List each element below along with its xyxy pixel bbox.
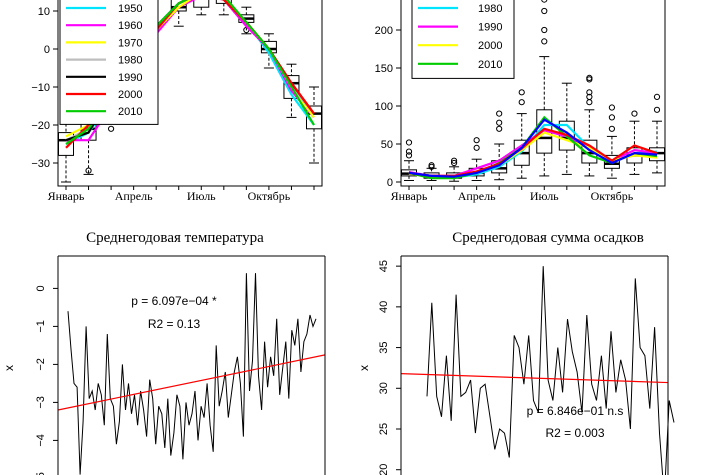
x-tick-label: Июль [187,189,216,203]
x-tick-label: Июль [530,189,559,203]
annual-temperature-pvalue: p = 6.097e−04 * [131,294,217,308]
legend-box [59,0,159,125]
annual-precipitation-title: Среднегодовая сумма осадков [452,230,644,246]
legend-label-1980: 1980 [118,55,142,67]
y-tick-label: −30 [31,158,50,170]
y-tick-label: 30 [378,382,390,394]
series-line [67,273,317,475]
annual-temperature-ylabel: x [2,365,16,371]
y-tick-label: 150 [375,63,393,75]
legend-label-1990: 1990 [118,72,142,84]
outlier-point [586,89,593,96]
annual-precipitation-pvalue: p = 6.846e−01 n.s [527,404,624,418]
y-tick-label: −10 [31,82,50,94]
monthly-temperature-panel: 1950 1960 1970 1980 1990 2000 2010 −30 −20 −10 0 1… [31,0,323,203]
outlier-point [541,0,548,3]
y-tick-label: 0 [44,44,50,56]
box [215,0,232,4]
series-line-blue [408,118,658,178]
legend-label-1950: 1950 [118,3,142,15]
series-line [426,266,675,475]
series-line-1990 [408,129,658,177]
series-line-red [408,127,658,177]
annual-temperature-r2: R2 = 0.13 [148,317,201,331]
legend-label-2000: 2000 [118,89,142,101]
plot-frame [400,0,666,187]
outlier-point [518,89,525,96]
outlier-point [473,137,480,144]
box [603,154,620,169]
outlier-point [586,93,593,100]
outlier-point [608,104,616,111]
x-tick-label: Апрель [115,189,153,203]
legend-label-1960: 1960 [118,20,142,32]
box [283,75,300,99]
legend-box [411,0,515,79]
annual-temperature-title: Среднегодовая температура [86,230,264,246]
x-tick-label: Январь [48,189,85,203]
annual-precipitation-panel: Среднегодовая сумма осадков x p = 6.846e… [357,230,675,475]
legend-label-2000: 2000 [478,40,502,52]
x-tick-label: Октябрь [248,189,291,203]
y-tick-label: 0 [387,177,393,189]
y-tick-label: 200 [375,25,393,37]
y-tick-label: −3 [35,396,47,409]
legend-label-1970: 1970 [118,37,142,49]
outlier-point [518,99,525,106]
legend-label-1980: 1980 [478,3,502,15]
outlier-point [586,99,593,106]
box [193,0,210,8]
y-tick-label: 20 [378,464,390,475]
outlier-point [586,74,593,81]
outlier-point [450,157,458,164]
annual-precipitation-r2: R2 = 0.003 [545,426,604,440]
outlier-point [450,159,458,167]
outlier-point [631,110,638,117]
outlier-point [541,7,548,15]
y-tick-label: 35 [378,341,390,353]
trend-line [400,373,669,384]
y-tick-label: −20 [31,120,50,132]
outlier-point [608,125,616,132]
outlier-point [405,152,413,159]
annual-temperature-panel: Среднегодовая температура x p = 6.097e−0… [2,230,326,475]
series-line-2010 [408,115,658,180]
y-tick-label: 10 [38,6,50,18]
y-tick-label: 45 [378,260,390,272]
outlier-point [85,167,92,174]
outlier-point [541,26,548,34]
trend-line [57,354,326,411]
y-tick-label: 40 [378,301,390,313]
y-tick-label: 25 [378,423,390,435]
outlier-point [608,114,616,121]
legend-label-1990: 1990 [478,22,502,34]
outlier-point [653,93,661,100]
y-tick-label: −5 [35,472,47,475]
x-tick-label: Октябрь [591,189,634,203]
box [558,120,575,151]
annual-precipitation-ylabel: x [357,365,371,371]
outlier-point [405,148,413,155]
legend-label-2010: 2010 [478,59,502,71]
outlier-point [653,106,661,113]
y-tick-label: −4 [35,434,47,447]
monthly-precipitation-panel: 1980 1990 2000 2010 0 50 100 150 200 Январь Апрел… [375,0,666,203]
outlier-point [496,110,503,117]
outlier-point [405,139,413,146]
outlier-point [473,144,480,151]
x-tick-label: Январь [391,189,428,203]
x-tick-label: Апрель [458,189,496,203]
y-tick-label: −1 [35,320,47,333]
outlier-point [496,125,503,132]
outlier-point [541,38,548,45]
outlier-point [107,125,115,132]
outlier-point [428,163,435,170]
y-tick-label: 0 [35,285,47,291]
y-tick-label: −2 [35,358,47,371]
legend-label-2010: 2010 [118,106,142,118]
outlier-point [496,119,503,126]
y-tick-label: 50 [381,139,393,151]
y-tick-label: 100 [375,101,393,113]
